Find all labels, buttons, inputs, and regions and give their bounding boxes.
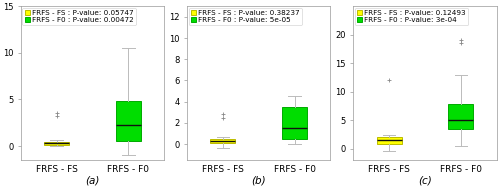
Legend: FRFS - FS : P-value: 0.12493, FRFS - F0 : P-value: 3e-04: FRFS - FS : P-value: 0.12493, FRFS - F0 … [355,8,468,25]
PathPatch shape [376,137,402,144]
Legend: FRFS - FS : P-value: 0.05747, FRFS - F0 : P-value: 0.00472: FRFS - FS : P-value: 0.05747, FRFS - F0 … [22,8,136,25]
PathPatch shape [44,142,69,145]
Legend: FRFS - FS : P-value: 0.38237, FRFS - F0 : P-value: 5e-05: FRFS - FS : P-value: 0.38237, FRFS - F0 … [188,8,302,25]
PathPatch shape [448,104,473,129]
X-axis label: (a): (a) [86,175,100,185]
X-axis label: (b): (b) [252,175,266,185]
PathPatch shape [116,101,141,141]
PathPatch shape [282,107,307,139]
PathPatch shape [210,139,236,143]
X-axis label: (c): (c) [418,175,432,185]
